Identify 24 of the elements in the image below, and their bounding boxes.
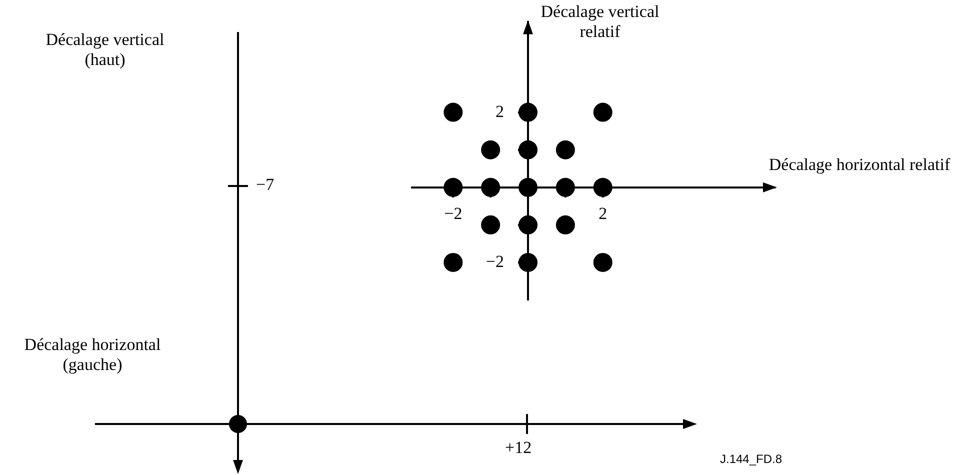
- x-axis-title: Décalage horizontal relatif: [768, 155, 952, 175]
- point: [518, 215, 538, 234]
- point: [444, 178, 463, 197]
- point: [481, 178, 500, 197]
- text: +12: [505, 438, 532, 458]
- point: [593, 252, 612, 272]
- point: [556, 178, 575, 197]
- y-axis-title: Décalage vertical relatif: [540, 2, 660, 42]
- point: [593, 102, 612, 122]
- text: Décalage horizontal (gauche): [23, 335, 162, 375]
- point: [444, 252, 463, 272]
- text: Décalage vertical (haut): [44, 30, 166, 70]
- point: [556, 215, 575, 234]
- point: [518, 140, 538, 160]
- point: [444, 102, 463, 122]
- text: −7: [256, 175, 274, 195]
- point: [518, 252, 538, 272]
- point: [481, 140, 500, 160]
- point: [556, 140, 575, 160]
- point: [481, 215, 500, 234]
- point: [593, 178, 612, 197]
- point: [518, 102, 538, 122]
- point: [518, 178, 538, 197]
- text: J.144_FD.8: [720, 452, 782, 466]
